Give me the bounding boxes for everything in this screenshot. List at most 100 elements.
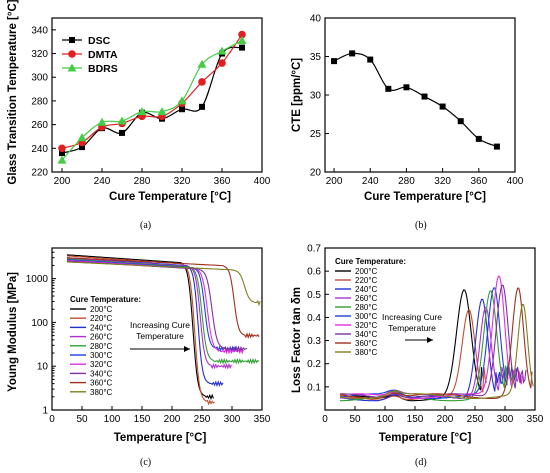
x-tick-label: 200: [54, 176, 71, 187]
y-tick-label: 240: [31, 144, 48, 155]
legend-label: 260°C: [355, 294, 378, 303]
panel-d-label: (d): [415, 457, 427, 468]
panel-c-annotation-arrowhead: [184, 346, 190, 352]
y-tick-label: 300: [31, 73, 48, 84]
y-tick-label: 0.2: [307, 359, 321, 370]
series-line: [61, 39, 243, 161]
panel-b-xlabel: Cure Temperature [°C]: [364, 191, 486, 203]
data-point: [475, 135, 482, 142]
data-point: [57, 155, 67, 164]
panel-a-label: (a): [140, 220, 151, 231]
data-point: [58, 144, 66, 153]
y-tick-label: 220: [31, 168, 48, 179]
x-tick-label: 400: [254, 176, 271, 187]
panel-c-young-modulus-chart: (c) Temperature [°C] Young Modulus [MPa]…: [7, 247, 271, 468]
data-point: [457, 118, 464, 125]
data-point: [238, 30, 246, 39]
x-tick-label: 250: [194, 414, 211, 425]
x-tick-label: 250: [467, 414, 484, 425]
panel-c-annotation-line2: Temperature: [136, 331, 184, 341]
series-260c: 260°C: [67, 257, 232, 370]
legend-label: 360°C: [90, 379, 113, 388]
legend-label: 240°C: [355, 285, 378, 294]
panel-d-annotation-line1: Increasing Cure: [382, 312, 442, 322]
legend-label: 380°C: [355, 348, 378, 357]
data-point: [493, 143, 500, 150]
y-tick-label: 280: [31, 96, 48, 107]
series-320d: 320°C: [335, 275, 523, 399]
legend-label: 360°C: [355, 339, 378, 348]
x-tick-label: 300: [497, 414, 514, 425]
x-tick-label: 360: [214, 176, 231, 187]
panel-b-label: (b): [415, 220, 427, 231]
data-point: [331, 58, 338, 65]
panel-c-annotation-line1: Increasing Cure: [130, 320, 190, 330]
x-tick-label: 240: [362, 176, 379, 187]
series-dmta: DMTA: [58, 30, 246, 153]
data-point: [237, 36, 247, 45]
x-tick-label: 320: [434, 176, 451, 187]
legend-label: 280°C: [355, 303, 378, 312]
y-tick-label: 320: [31, 49, 48, 60]
panel-d-xlabel: Temperature [°C]: [379, 432, 472, 444]
series-line: [67, 261, 261, 307]
x-tick-label: 280: [134, 176, 151, 187]
legend-label: 300°C: [90, 351, 113, 360]
x-tick-label: 350: [527, 414, 544, 425]
data-point: [68, 50, 76, 58]
data-point: [439, 103, 446, 110]
y-tick-label: 1: [42, 406, 48, 417]
panel-a-ylabel: Glass Transition Temperature [°C]: [7, 0, 19, 185]
panel-b-cte-chart: (b) Cure Temperature [°C] CTE [ppm/°C] 2…: [291, 14, 524, 232]
y-tick-label: 0.6: [307, 267, 321, 278]
x-tick-label: 300: [224, 414, 241, 425]
legend-label: 320°C: [355, 321, 378, 330]
panel-c-legend-title: Cure Temperature:: [70, 295, 141, 304]
data-point: [385, 85, 392, 92]
series-line: [66, 257, 260, 339]
series-200d: 200°C: [335, 267, 483, 402]
series-bdrs: BDRS: [57, 36, 247, 164]
y-tick-label: 30: [310, 91, 322, 102]
x-tick-label: 240: [94, 176, 111, 187]
legend-label: 200°C: [355, 267, 378, 276]
plot-frame: [324, 247, 536, 411]
y-tick-label: 25: [310, 129, 322, 140]
series-cte: [331, 50, 500, 150]
panel-c-ylabel: Young Modulus [MPa]: [7, 272, 19, 392]
legend-label: DSC: [88, 35, 111, 47]
data-point: [119, 129, 125, 136]
y-tick-label: 0.1: [307, 382, 321, 393]
panel-a-xlabel: Cure Temperature [°C]: [109, 191, 231, 203]
legend-label: 240°C: [90, 323, 113, 332]
series-line: [339, 303, 534, 399]
plot-frame: [51, 17, 263, 173]
data-point: [403, 84, 410, 91]
series-line: [61, 34, 243, 149]
data-point: [117, 116, 127, 125]
x-tick-label: 150: [407, 414, 424, 425]
series-380d: 380°C: [335, 303, 534, 399]
legend-label: BDRS: [88, 63, 118, 75]
data-point: [198, 78, 206, 86]
data-point: [69, 37, 75, 43]
panel-d-annotation-line2: Temperature: [388, 323, 436, 333]
x-tick-label: 150: [134, 414, 151, 425]
x-tick-label: 200: [437, 414, 454, 425]
x-tick-label: 0: [49, 414, 55, 425]
y-tick-label: 0.4: [307, 313, 321, 324]
series-line: [61, 46, 243, 154]
plot-frame: [324, 17, 516, 173]
series-300c: 300°C: [66, 259, 238, 360]
y-tick-label: 10: [37, 362, 49, 373]
y-tick-label: 35: [310, 52, 322, 63]
panel-a-glass-transition-chart: (a) Cure Temperature [°C] Glass Transiti…: [7, 0, 271, 231]
y-tick-label: 0.5: [307, 290, 321, 301]
data-point: [421, 93, 428, 100]
data-point: [239, 44, 245, 51]
panel-b-ylabel: CTE [ppm/°C]: [291, 58, 303, 132]
panel-d-legend-title: Cure Temperature:: [335, 257, 406, 266]
data-point: [199, 103, 205, 110]
x-tick-label: 100: [104, 414, 121, 425]
